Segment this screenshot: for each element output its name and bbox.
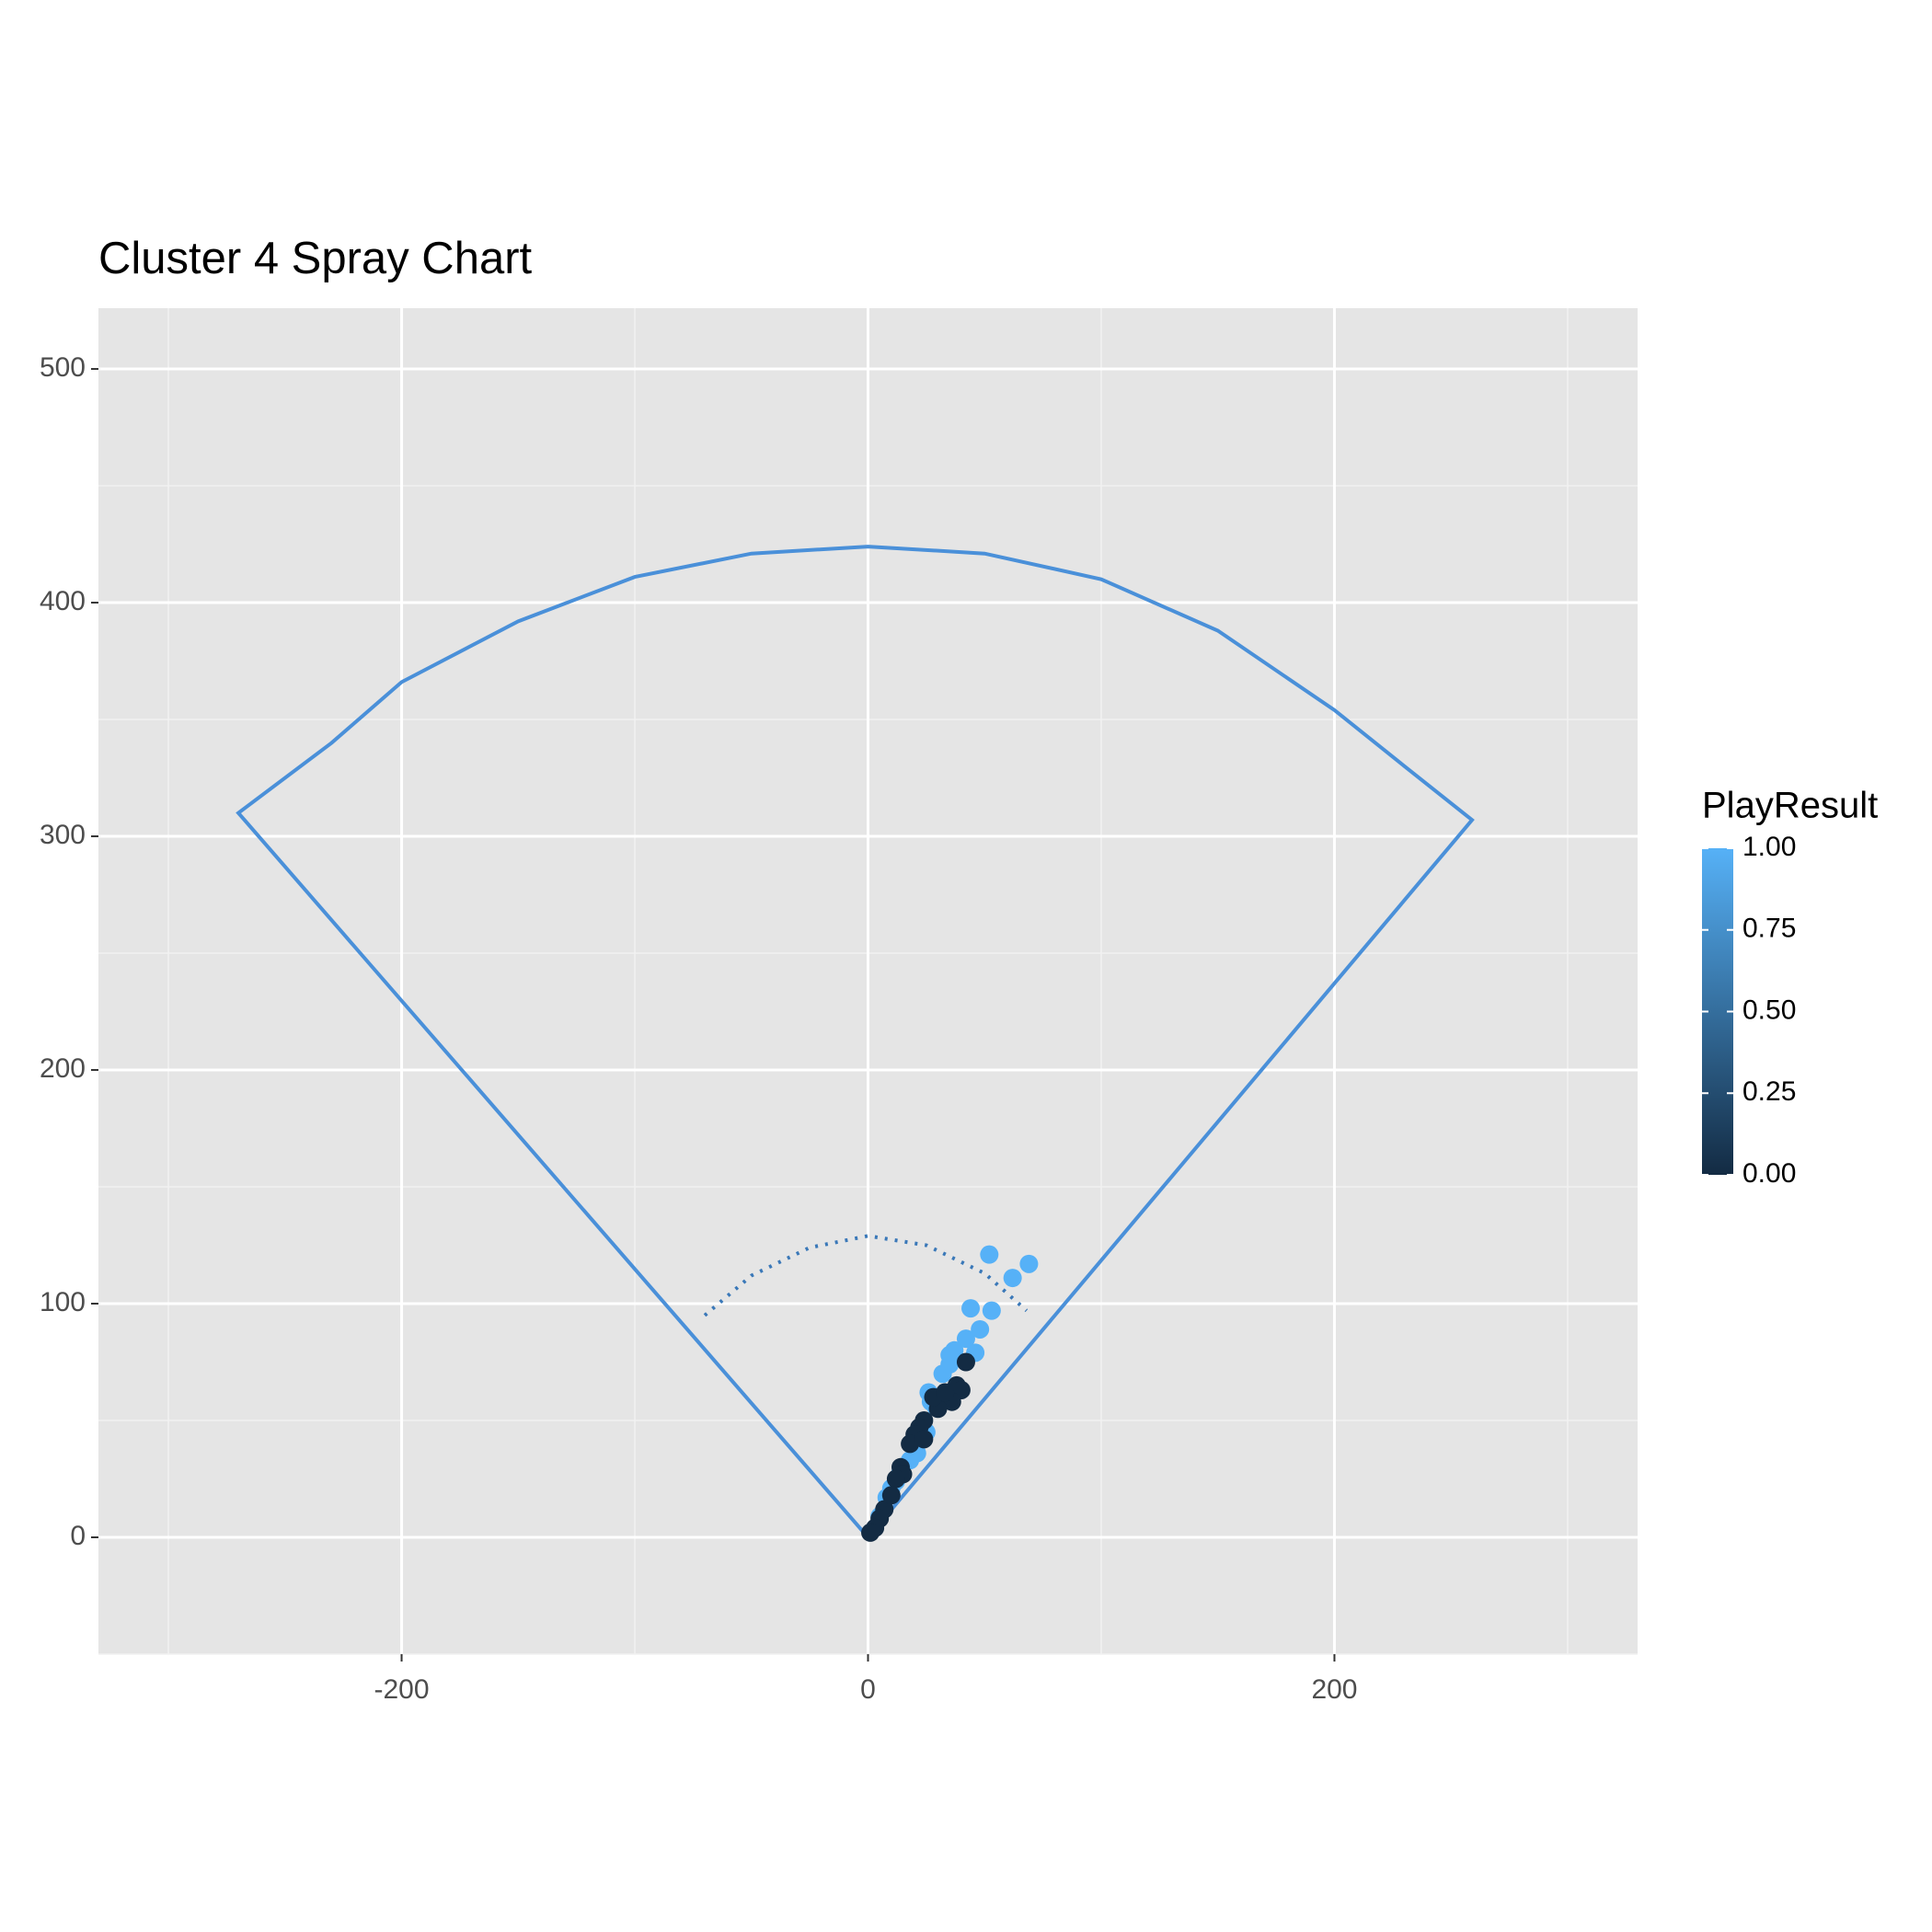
data-point xyxy=(956,1352,975,1372)
data-point xyxy=(956,1329,975,1349)
data-point xyxy=(940,1355,960,1374)
data-point xyxy=(936,1383,955,1402)
x-tick-label: -200 xyxy=(374,1674,430,1705)
data-point xyxy=(971,1319,990,1339)
infield-arc xyxy=(703,1234,1029,1317)
legend-label: 0.50 xyxy=(1742,995,1796,1025)
x-tick-label: 0 xyxy=(860,1674,876,1705)
data-point xyxy=(1019,1254,1039,1273)
data-point xyxy=(881,1486,901,1505)
data-point xyxy=(961,1299,981,1318)
legend-label: 0.25 xyxy=(1742,1076,1796,1107)
data-point xyxy=(886,1469,905,1489)
data-point xyxy=(982,1301,1001,1320)
data-point xyxy=(901,1434,920,1454)
legend-label: 0.75 xyxy=(1742,914,1796,944)
data-point xyxy=(980,1245,999,1264)
y-tick-label: 100 xyxy=(40,1287,86,1317)
y-tick-label: 0 xyxy=(70,1521,86,1551)
data-point xyxy=(861,1523,880,1542)
legend-title: PlayResult xyxy=(1702,786,1878,826)
field-outline xyxy=(236,545,1475,1539)
data-point xyxy=(1003,1269,1022,1288)
legend-label: 1.00 xyxy=(1742,832,1796,862)
y-tick-label: 500 xyxy=(40,352,86,383)
legend-label: 0.00 xyxy=(1742,1158,1796,1189)
x-tick-label: 200 xyxy=(1311,1674,1357,1705)
data-point xyxy=(914,1430,934,1449)
chart-title: Cluster 4 Spray Chart xyxy=(98,234,533,283)
y-tick-label: 200 xyxy=(40,1053,86,1084)
y-tick-label: 400 xyxy=(40,586,86,616)
y-tick-label: 300 xyxy=(40,820,86,850)
